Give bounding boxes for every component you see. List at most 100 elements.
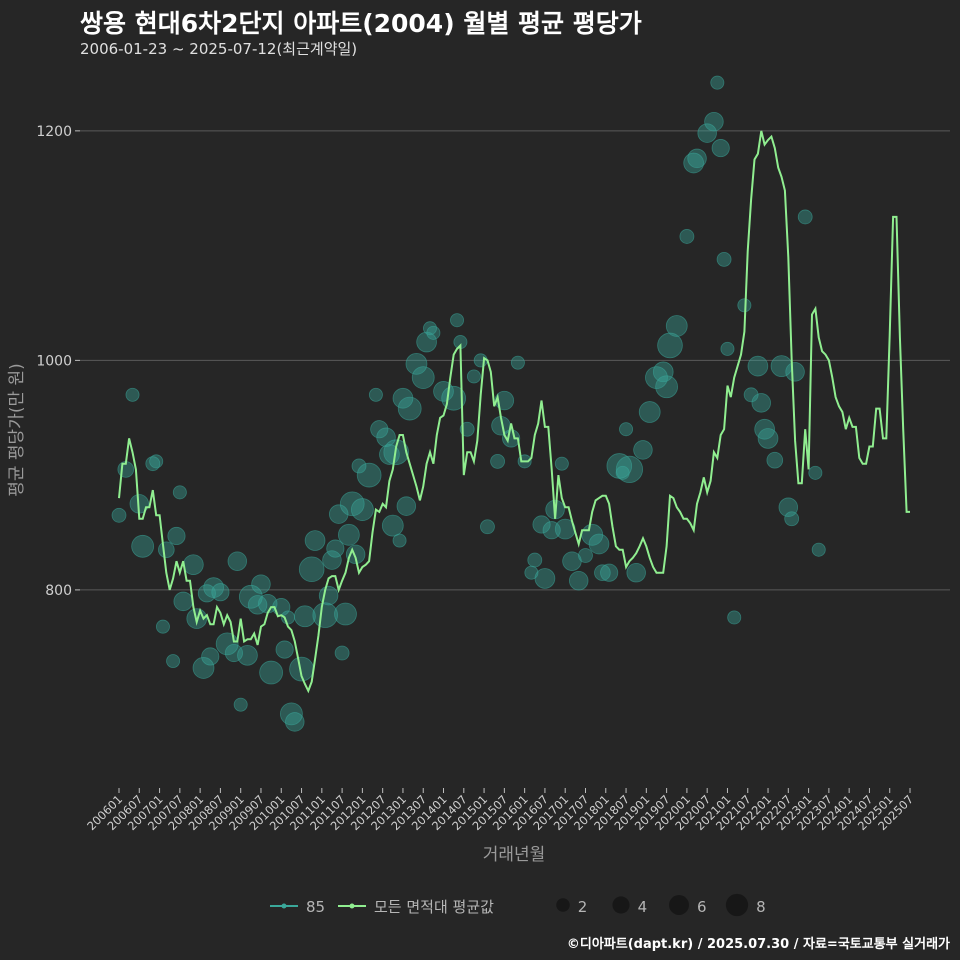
bubble-point bbox=[727, 610, 742, 625]
size-legend-circle-6 bbox=[669, 895, 689, 915]
x-axis-label: 거래년월 bbox=[483, 845, 546, 865]
bubble-point bbox=[328, 504, 349, 524]
bubble-point bbox=[334, 602, 357, 626]
size-legend-label-2: 2 bbox=[578, 898, 588, 916]
bubble-point bbox=[294, 605, 316, 628]
bubble-point bbox=[285, 712, 305, 732]
bubble-point bbox=[657, 332, 683, 359]
bubble-point bbox=[534, 568, 556, 589]
bubble-point bbox=[173, 591, 193, 612]
bubble-point bbox=[633, 440, 653, 460]
bubble-point bbox=[259, 660, 284, 685]
bubble-point bbox=[351, 458, 367, 474]
bubble-point bbox=[237, 644, 258, 666]
bubble-point bbox=[381, 514, 404, 537]
bubble-point bbox=[396, 496, 417, 516]
bubble-point bbox=[751, 393, 771, 413]
chart-title: 쌍용 현대6차2단지 아파트(2004) 월별 평균 평당가 bbox=[80, 9, 642, 38]
bubble-point bbox=[405, 352, 428, 375]
legend-85-label: 85 bbox=[306, 898, 325, 916]
bubble-point bbox=[615, 465, 630, 480]
chart-subtitle: 2006-01-23 ~ 2025-07-12(최근계약일) bbox=[80, 40, 358, 58]
bubble-point bbox=[345, 544, 366, 565]
bubble-point bbox=[304, 530, 326, 551]
y-axis-ticks: 800 1000 1200 bbox=[36, 124, 80, 599]
bubble-point bbox=[600, 563, 619, 582]
bubble-point bbox=[638, 401, 661, 423]
bubble-series-85 bbox=[111, 75, 826, 732]
bubble-point bbox=[743, 387, 759, 403]
bubble-point bbox=[167, 526, 186, 546]
ytick-label-800: 800 bbox=[45, 583, 72, 599]
bubble-point bbox=[158, 541, 175, 559]
bubble-point bbox=[473, 353, 488, 368]
bubble-point bbox=[145, 456, 161, 472]
bubble-point bbox=[392, 387, 414, 409]
bubble-point bbox=[224, 643, 243, 663]
bubble-point bbox=[626, 562, 646, 583]
size-legend-label-4: 4 bbox=[638, 898, 648, 916]
size-legend-circle-8 bbox=[725, 893, 749, 917]
series-line-avg bbox=[118, 130, 910, 694]
bubble-point bbox=[588, 533, 610, 555]
bubble-point bbox=[233, 697, 248, 712]
bubble-point bbox=[808, 465, 823, 480]
bubble-point bbox=[655, 375, 679, 399]
bubble-point bbox=[757, 428, 779, 449]
bubble-point bbox=[569, 570, 589, 591]
bubble-point bbox=[720, 341, 735, 356]
bubble-point bbox=[166, 654, 181, 669]
bubble-point bbox=[532, 515, 551, 534]
bubble-point bbox=[679, 229, 695, 244]
size-legend-circle-4 bbox=[612, 896, 630, 914]
bubble-point bbox=[370, 420, 389, 439]
bubble-point bbox=[716, 251, 732, 267]
bubble-point bbox=[797, 209, 813, 225]
bubble-point bbox=[172, 485, 187, 500]
bubble-point bbox=[125, 387, 140, 402]
bubble-point bbox=[697, 123, 717, 143]
bubble-point bbox=[376, 427, 396, 447]
legend-avg-label: 모든 면적대 평균값 bbox=[374, 898, 494, 916]
bubble-point bbox=[710, 75, 725, 90]
bubble-point bbox=[149, 454, 164, 469]
size-legend-circle-2 bbox=[556, 898, 570, 912]
bubble-point bbox=[131, 534, 155, 558]
bubble-point bbox=[426, 325, 441, 340]
bubble-point bbox=[747, 355, 769, 377]
bubble-point bbox=[645, 366, 668, 389]
bubble-point bbox=[322, 550, 342, 570]
ytick-label-1000: 1000 bbox=[36, 353, 72, 369]
bubble-point bbox=[350, 498, 374, 521]
bubble-point bbox=[594, 564, 611, 581]
bubble-point bbox=[578, 548, 593, 563]
bubble-point bbox=[652, 361, 674, 383]
bubble-point bbox=[183, 554, 204, 575]
legend: 85 모든 면적대 평균값 2 4 6 8 bbox=[270, 893, 766, 917]
size-legend: 2 4 6 8 bbox=[556, 893, 766, 917]
bubble-point bbox=[490, 453, 505, 469]
bubble-point bbox=[502, 429, 521, 448]
bubble-point bbox=[397, 396, 422, 421]
bubble-point bbox=[711, 139, 730, 158]
bubble-point bbox=[480, 519, 495, 535]
bubble-point bbox=[339, 491, 365, 517]
bubble-point bbox=[466, 369, 481, 384]
bubble-point bbox=[227, 551, 248, 571]
bubble-point bbox=[356, 462, 382, 488]
y-axis-label: 평균 평당가(만 원) bbox=[7, 363, 27, 497]
legend-85-marker bbox=[281, 903, 287, 909]
bubble-point bbox=[392, 533, 407, 548]
size-legend-label-6: 6 bbox=[697, 898, 707, 916]
bubble-point bbox=[619, 422, 634, 437]
bubble-point bbox=[298, 556, 325, 583]
bubble-point bbox=[251, 574, 271, 594]
bubble-point bbox=[766, 451, 784, 469]
bubble-point bbox=[275, 640, 294, 659]
bubble-point bbox=[785, 362, 805, 382]
x-axis-ticks: 2006012006072007012007072008012008072009… bbox=[84, 788, 916, 833]
bubble-point bbox=[615, 455, 644, 484]
bubble-point bbox=[784, 511, 800, 527]
bubble-point bbox=[368, 387, 383, 402]
legend-avg-marker bbox=[349, 903, 355, 909]
